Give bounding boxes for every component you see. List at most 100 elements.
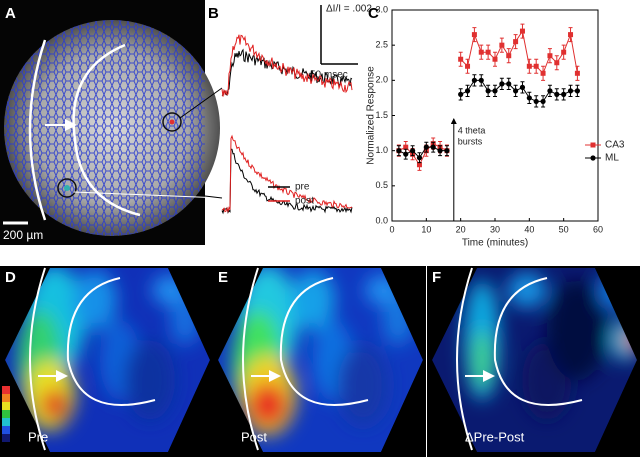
marker (478, 77, 484, 83)
trace (221, 148, 353, 215)
marker (568, 32, 574, 38)
roi-circle (162, 112, 182, 132)
marker (506, 53, 512, 59)
y-tick-label: 3.0 (375, 4, 388, 14)
blob (338, 345, 388, 425)
marker (540, 98, 546, 105)
marker (519, 28, 525, 34)
panel-label: B (208, 5, 219, 22)
marker (519, 84, 526, 90)
plot-frame (391, 9, 599, 222)
marker (547, 88, 553, 94)
panel-b: ΔI/I = .002 50 msec pre post (221, 4, 372, 215)
marker (533, 63, 539, 69)
legend-label: ML (605, 153, 619, 164)
marker (554, 60, 560, 66)
marker (485, 88, 491, 94)
y-tick-label: 0.0 (375, 215, 388, 225)
marker (540, 70, 546, 76)
heatmap-field (218, 268, 423, 452)
marker (533, 98, 539, 105)
y-tick-label: 1.5 (375, 110, 388, 120)
caption: Post (241, 429, 267, 444)
connector (179, 87, 223, 119)
color-scale (2, 434, 10, 442)
legend-marker (590, 155, 596, 161)
connector (73, 191, 223, 199)
roi-circle (57, 178, 77, 198)
marker (430, 144, 436, 150)
caption: ΔPre-Post (465, 429, 525, 444)
boundary-arc (456, 267, 473, 451)
boundary-arc (66, 277, 156, 406)
legend-label: pre (295, 182, 310, 193)
series-line (460, 79, 578, 102)
caption: Pre (28, 429, 48, 444)
panel-c: 0 10 20 30 40 50 60 0.0 0.5 1.0 1.5 2.0 2.5 3.0 Time (… (366, 4, 625, 248)
y-tick-label: 0.5 (375, 180, 388, 190)
y-tick-label: 1.0 (375, 145, 388, 155)
color-scale (2, 426, 10, 434)
x-tick-label: 20 (456, 224, 466, 234)
annotation: bursts (458, 136, 483, 146)
roi-dot (64, 185, 70, 191)
legend-label: CA3 (605, 140, 625, 151)
marker (416, 162, 422, 168)
panel-label: E (218, 269, 228, 286)
boundary-arc (279, 277, 369, 406)
marker (561, 49, 567, 55)
marker (465, 63, 471, 69)
marker (478, 49, 484, 55)
x-tick-label: 60 (593, 224, 603, 234)
heatmaps: Pre Post ΔPre-Post (0, 266, 640, 457)
marker (526, 95, 532, 101)
marker (567, 88, 574, 94)
x-tick-label: 50 (559, 224, 569, 234)
blob (547, 280, 607, 380)
color-scale (2, 386, 10, 394)
marker (547, 53, 553, 59)
marker (464, 88, 471, 94)
marker (574, 88, 581, 94)
connector (204, 195, 223, 199)
marker (471, 77, 477, 83)
color-scale (2, 410, 10, 418)
marker (403, 151, 409, 157)
x-tick-label: 10 (421, 224, 431, 234)
panel-label: A (5, 5, 16, 22)
roi-dot (169, 119, 175, 125)
x-tick-label: 40 (524, 224, 534, 234)
boundary-arc (28, 39, 47, 221)
marker (554, 91, 560, 97)
color-scale (2, 394, 10, 402)
marker (513, 88, 519, 94)
y-tick-label: 2.5 (375, 40, 388, 50)
amplitude-scale: ΔI/I = .002 (326, 4, 372, 15)
heatmap-field (5, 268, 210, 452)
heatmap: Post (213, 266, 426, 457)
x-tick-label: 0 (389, 224, 394, 234)
marker (513, 39, 519, 45)
blob (507, 272, 547, 308)
marker (499, 42, 505, 48)
marker (410, 148, 416, 154)
panel-label: F (432, 269, 441, 286)
trace (221, 34, 353, 97)
color-scale (2, 418, 10, 426)
heatmap: Pre (0, 266, 213, 457)
blob (125, 340, 175, 420)
x-axis-label: Time (minutes) (462, 238, 528, 249)
marker (574, 70, 580, 76)
marker (471, 32, 477, 38)
marker (416, 155, 423, 161)
blob (248, 383, 288, 427)
blob (73, 270, 117, 330)
panel-a: 200 µm (0, 0, 223, 245)
marker (403, 144, 409, 150)
legend-label: post (295, 196, 314, 207)
panel-label: D (5, 269, 16, 286)
marker (423, 144, 429, 150)
marker (561, 91, 567, 97)
heatmap: ΔPre-Post (427, 266, 640, 457)
series-line (460, 29, 578, 75)
